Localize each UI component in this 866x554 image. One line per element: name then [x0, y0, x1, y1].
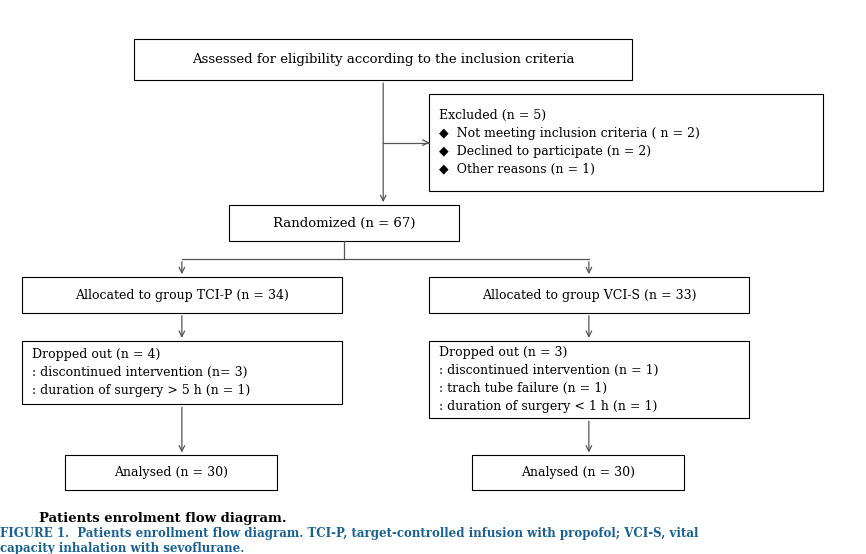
Text: Assessed for eligibility according to the inclusion criteria: Assessed for eligibility according to th… [192, 53, 574, 66]
FancyBboxPatch shape [429, 277, 749, 313]
Text: Randomized (n = 67): Randomized (n = 67) [273, 217, 416, 229]
FancyBboxPatch shape [472, 455, 684, 490]
Text: Dropped out (n = 4)
: discontinued intervention (n= 3)
: duration of surgery > 5: Dropped out (n = 4) : discontinued inter… [32, 348, 250, 397]
Text: capacity inhalation with sevoflurane.: capacity inhalation with sevoflurane. [0, 542, 244, 554]
FancyBboxPatch shape [22, 341, 342, 404]
Text: Allocated to group TCI-P (n = 34): Allocated to group TCI-P (n = 34) [75, 289, 288, 301]
FancyBboxPatch shape [22, 277, 342, 313]
Text: Analysed (n = 30): Analysed (n = 30) [521, 466, 635, 479]
Text: Allocated to group VCI-S (n = 33): Allocated to group VCI-S (n = 33) [481, 289, 696, 301]
FancyBboxPatch shape [429, 94, 823, 191]
Text: Patients enrolment flow diagram.: Patients enrolment flow diagram. [39, 512, 287, 525]
Text: FIGURE 1.  Patients enrollment flow diagram. TCI-P, target-controlled infusion w: FIGURE 1. Patients enrollment flow diagr… [0, 527, 698, 540]
FancyBboxPatch shape [134, 39, 632, 80]
FancyBboxPatch shape [229, 205, 459, 241]
FancyBboxPatch shape [429, 341, 749, 418]
Text: Excluded (n = 5)
◆  Not meeting inclusion criteria ( n = 2)
◆  Declined to parti: Excluded (n = 5) ◆ Not meeting inclusion… [439, 109, 700, 176]
Text: Analysed (n = 30): Analysed (n = 30) [114, 466, 228, 479]
FancyBboxPatch shape [65, 455, 277, 490]
Text: Dropped out (n = 3)
: discontinued intervention (n = 1)
: trach tube failure (n : Dropped out (n = 3) : discontinued inter… [439, 346, 658, 413]
